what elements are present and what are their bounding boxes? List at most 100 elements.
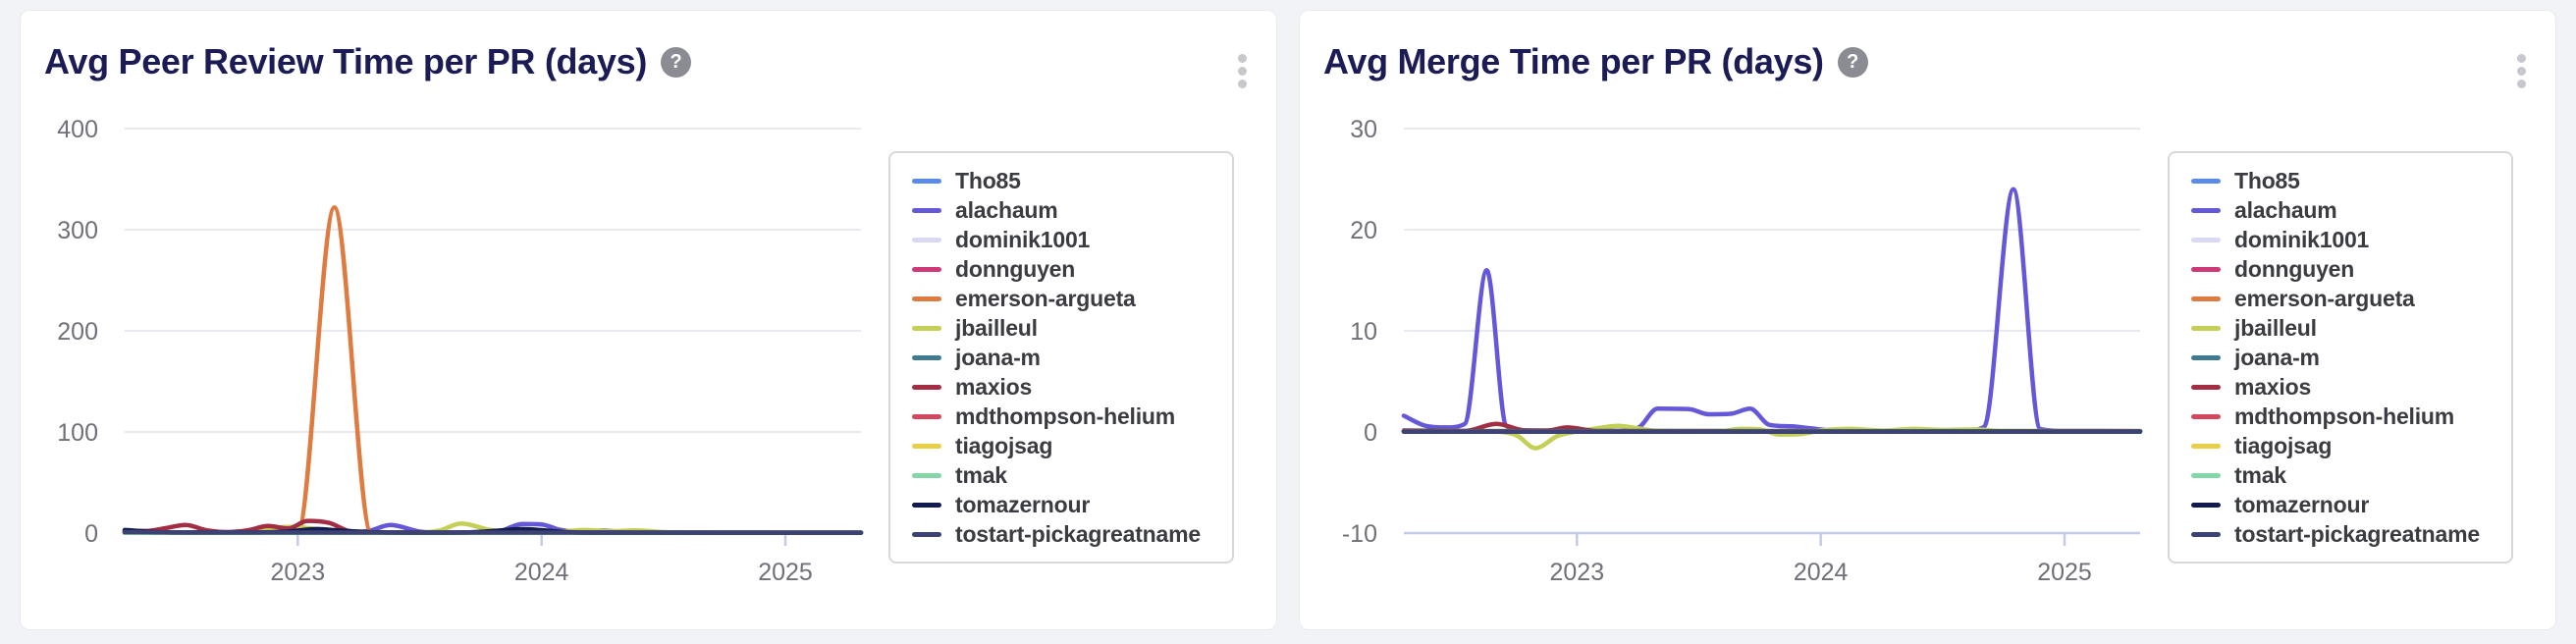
kebab-menu-icon[interactable] (1229, 48, 1255, 93)
card-header: Avg Peer Review Time per PR (days) ? (44, 40, 692, 83)
legend-label: tmak (955, 461, 1007, 488)
legend-item-emerson-argueta[interactable]: emerson-argueta (912, 284, 1222, 313)
kebab-menu-icon[interactable] (2508, 48, 2534, 93)
y-axis-tick-label: 0 (84, 520, 98, 548)
grid (1404, 128, 2140, 433)
legend-label: alachaum (2234, 196, 2337, 223)
legend-label: joana-m (955, 344, 1041, 370)
legend-label: jbailleul (955, 314, 1038, 341)
legend-item-joana-m[interactable]: joana-m (912, 343, 1222, 372)
legend-swatch (912, 295, 941, 301)
legend-swatch (2191, 531, 2221, 537)
legend-item-Tho85[interactable]: Tho85 (2191, 166, 2501, 195)
series-line-alachaum (1401, 187, 2143, 434)
legend-swatch (2191, 354, 2221, 360)
legend-item-tostart-pickagreatname[interactable]: tostart-pickagreatname (2191, 519, 2501, 549)
x-axis-tick-label: 2025 (758, 559, 813, 586)
legend-item-tmak[interactable]: tmak (912, 460, 1222, 490)
legend-swatch (2191, 295, 2221, 301)
legend-label: tmak (2234, 461, 2286, 488)
legend-label: tiagojsag (2234, 432, 2333, 458)
legend-item-tiagojsag[interactable]: tiagojsag (2191, 431, 2501, 460)
series-line-emerson-argueta (122, 205, 864, 535)
axes: 400 300 200 100 0 2023 2024 2025 (57, 116, 861, 586)
x-axis-tick-label: 2024 (1794, 559, 1849, 586)
legend-swatch (912, 325, 941, 331)
series-lines (1401, 187, 2143, 451)
chart-legend: Tho85 alachaum dominik1001 donnguyen emerson… (888, 151, 1234, 564)
legend-label: donnguyen (2234, 255, 2355, 282)
legend-item-jbailleul[interactable]: jbailleul (2191, 313, 2501, 343)
legend-item-mdthompson-helium[interactable]: mdthompson-helium (2191, 402, 2501, 431)
legend-swatch (912, 207, 941, 213)
legend-swatch (2191, 266, 2221, 272)
legend-label: joana-m (2234, 344, 2320, 370)
legend-swatch (2191, 443, 2221, 449)
y-axis-tick-label: 20 (1350, 217, 1377, 244)
y-axis-tick-label: 300 (57, 217, 98, 244)
legend-item-dominik1001[interactable]: dominik1001 (912, 225, 1222, 254)
legend-item-tmak[interactable]: tmak (2191, 460, 2501, 490)
card-avg-merge-time: 30 20 10 0 -10 2023 2024 2025 Avg Merge Time pe… (1299, 10, 2556, 630)
legend-item-mdthompson-helium[interactable]: mdthompson-helium (912, 402, 1222, 431)
legend-label: tomazernour (955, 491, 1091, 517)
legend-item-dominik1001[interactable]: dominik1001 (2191, 225, 2501, 254)
y-axis-tick-label: 30 (1350, 116, 1377, 143)
legend-label: Tho85 (955, 167, 1021, 193)
x-axis-tick-label: 2024 (514, 559, 569, 586)
legend-swatch (2191, 325, 2221, 331)
legend-item-maxios[interactable]: maxios (912, 372, 1222, 402)
peer-review-line-chart: 400 300 200 100 0 2023 2024 2025 (57, 116, 864, 586)
legend-item-Tho85[interactable]: Tho85 (912, 166, 1222, 195)
axes: 30 20 10 0 -10 2023 2024 2025 (1342, 116, 2140, 586)
legend-label: tiagojsag (955, 432, 1053, 458)
legend-label: maxios (2234, 373, 2312, 400)
legend-swatch (912, 178, 941, 184)
legend-item-tomazernour[interactable]: tomazernour (912, 490, 1222, 519)
legend-label: emerson-argueta (955, 285, 1136, 311)
legend-swatch (2191, 178, 2221, 184)
legend-swatch (912, 443, 941, 449)
y-axis-tick-label: -10 (1342, 520, 1377, 548)
legend-label: tostart-pickagreatname (2234, 520, 2480, 547)
legend-swatch (912, 384, 941, 390)
legend-swatch (912, 502, 941, 508)
y-axis-tick-label: 400 (57, 116, 98, 143)
legend-label: alachaum (955, 196, 1058, 223)
legend-swatch (912, 531, 941, 537)
legend-item-donnguyen[interactable]: donnguyen (2191, 254, 2501, 284)
legend-swatch (2191, 413, 2221, 419)
legend-label: mdthompson-helium (2234, 402, 2455, 429)
legend-swatch (912, 472, 941, 478)
legend-item-tomazernour[interactable]: tomazernour (2191, 490, 2501, 519)
help-icon[interactable]: ? (1837, 46, 1868, 78)
card-header: Avg Merge Time per PR (days) ? (1323, 40, 1868, 83)
legend-item-joana-m[interactable]: joana-m (2191, 343, 2501, 372)
y-axis-tick-label: 10 (1350, 318, 1377, 346)
legend-swatch (912, 266, 941, 272)
legend-swatch (912, 237, 941, 242)
x-axis-tick-label: 2023 (1550, 559, 1605, 586)
x-axis-tick-label: 2025 (2037, 559, 2092, 586)
legend-item-jbailleul[interactable]: jbailleul (912, 313, 1222, 343)
legend-item-tostart-pickagreatname[interactable]: tostart-pickagreatname (912, 519, 1222, 549)
legend-label: dominik1001 (2234, 226, 2370, 252)
chart-title: Avg Peer Review Time per PR (days) (44, 41, 648, 81)
y-axis-tick-label: 200 (57, 318, 98, 346)
chart-legend: Tho85 alachaum dominik1001 donnguyen emerson… (2168, 151, 2513, 564)
legend-item-donnguyen[interactable]: donnguyen (912, 254, 1222, 284)
legend-item-alachaum[interactable]: alachaum (912, 195, 1222, 225)
legend-swatch (2191, 207, 2221, 213)
legend-item-maxios[interactable]: maxios (2191, 372, 2501, 402)
legend-swatch (2191, 472, 2221, 478)
legend-label: jbailleul (2234, 314, 2317, 341)
series-lines (122, 205, 864, 535)
chart-title: Avg Merge Time per PR (days) (1323, 41, 1824, 81)
legend-swatch (912, 354, 941, 360)
legend-item-emerson-argueta[interactable]: emerson-argueta (2191, 284, 2501, 313)
legend-item-alachaum[interactable]: alachaum (2191, 195, 2501, 225)
legend-label: emerson-argueta (2234, 285, 2415, 311)
help-icon[interactable]: ? (661, 46, 692, 78)
legend-item-tiagojsag[interactable]: tiagojsag (912, 431, 1222, 460)
